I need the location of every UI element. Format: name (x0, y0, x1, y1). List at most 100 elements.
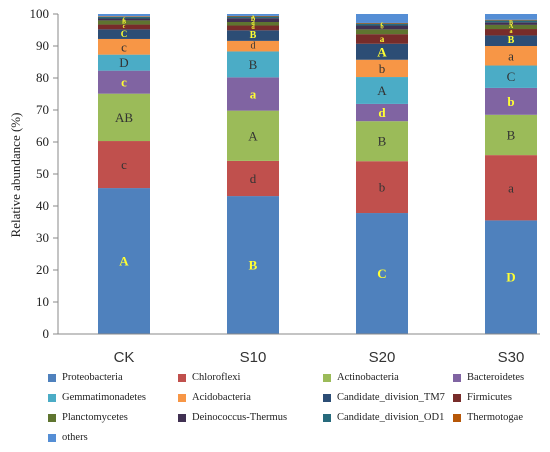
legend-item: Planctomycetes (48, 412, 128, 423)
y-axis: 0 10 20 30 40 50 60 70 80 90 100 (30, 6, 59, 341)
bar-segment (98, 54, 150, 71)
legend-swatch (178, 393, 186, 402)
y-tick-label: 90 (36, 38, 49, 53)
data-label: B (249, 258, 258, 273)
data-label: A (377, 83, 387, 98)
bar-segment (356, 213, 408, 334)
legend-swatch (48, 413, 56, 422)
bar-segment (227, 14, 279, 16)
data-label: B (249, 57, 258, 72)
bar-segment (356, 14, 408, 23)
bar-segment (227, 40, 279, 52)
data-label: d (251, 21, 255, 27)
legend-swatch (453, 373, 461, 382)
bar-segment (485, 155, 537, 221)
data-label: a (380, 34, 385, 44)
data-label: b (507, 94, 514, 109)
bar-segment (356, 23, 408, 26)
bar-segment (227, 22, 279, 26)
data-label: B (507, 127, 516, 142)
bar-segment (98, 24, 150, 30)
data-label: A (248, 128, 258, 143)
data-label: AB (115, 110, 133, 125)
bar-segment (227, 51, 279, 78)
y-tick-label: 50 (36, 166, 49, 181)
x-tick-label: S20 (369, 349, 396, 366)
data-label: c (381, 22, 384, 28)
legend-label: Thermotogae (467, 412, 523, 423)
legend-label: others (62, 432, 88, 443)
bar-segment (356, 77, 408, 104)
legend-item: Thermotogae (453, 412, 523, 423)
data-label: a (509, 29, 512, 35)
y-tick-label: 0 (43, 326, 50, 341)
legend-swatch (178, 373, 186, 382)
bar-segment (485, 14, 537, 20)
legend-item: Chloroflexi (178, 372, 240, 383)
legend-swatch (48, 373, 56, 382)
legend-swatch (453, 413, 461, 422)
data-label: A (377, 44, 387, 59)
legend-swatch (323, 413, 331, 422)
data-label: B (509, 21, 513, 27)
legend-label: Acidobacteria (192, 392, 251, 403)
legend-item: others (48, 432, 88, 443)
y-tick-label: 20 (36, 262, 49, 277)
data-label: a (508, 180, 514, 195)
legend-swatch (178, 413, 186, 422)
bar-segment (227, 18, 279, 22)
data-label: d (378, 105, 386, 120)
legend-item: Acidobacteria (178, 392, 251, 403)
y-tick-label: 100 (30, 6, 50, 21)
bar-segment (485, 29, 537, 36)
bar-segment (485, 87, 537, 115)
data-label: B (508, 35, 515, 46)
legend-item: Proteobacteria (48, 372, 123, 383)
legend-swatch (323, 393, 331, 402)
bar-segment (98, 93, 150, 142)
x-tick-label: S30 (498, 349, 525, 366)
bar-segment (98, 18, 150, 21)
y-axis-title: Relative abundance (%) (8, 113, 23, 238)
data-label: D (119, 55, 128, 70)
legend-item: Bacteroidetes (453, 372, 524, 383)
data-label: a (252, 14, 255, 20)
data-label: D (251, 17, 256, 23)
data-label: B (378, 134, 387, 149)
legend-label: Actinobacteria (337, 372, 399, 383)
y-tick-label: 70 (36, 102, 49, 117)
data-label: c (123, 24, 126, 30)
bar-segment (485, 46, 537, 66)
y-tick-label: 40 (36, 198, 49, 213)
bar-segment (356, 121, 408, 162)
bar-segment (98, 20, 150, 25)
legend-item: Gemmatimonadetes (48, 392, 146, 403)
bar-segment (227, 160, 279, 197)
x-tick-label: CK (114, 349, 135, 366)
bar-segment (356, 161, 408, 214)
bar-segment (98, 38, 150, 55)
bar-segment (356, 59, 408, 78)
bar-segment (485, 114, 537, 156)
data-label: C (121, 29, 128, 39)
legend-item: Candidate_division_TM7 (323, 392, 445, 403)
bar-segment (227, 16, 279, 19)
data-label: D (506, 270, 515, 285)
legend-item: Candidate_division_OD1 (323, 412, 444, 423)
bar-segment (98, 141, 150, 189)
x-axis: CK S10 S20 S30 (58, 333, 540, 366)
data-label: c (123, 16, 126, 22)
data-label: b (379, 61, 386, 76)
bar-segment (98, 70, 150, 94)
bar-segment (98, 16, 150, 19)
data-label: a (250, 87, 257, 102)
legend-label: Bacteroidetes (467, 372, 525, 383)
bar-segment (98, 14, 150, 17)
y-tick-label: 60 (36, 134, 49, 149)
data-label: B (250, 30, 257, 41)
y-tick-label: 80 (36, 70, 49, 85)
data-label: d (250, 41, 255, 52)
data-label: c (121, 157, 127, 172)
data-label: C (507, 69, 516, 84)
